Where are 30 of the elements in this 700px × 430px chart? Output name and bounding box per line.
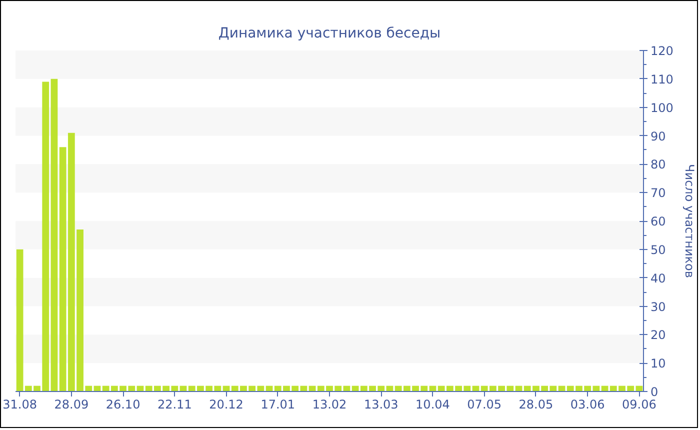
bar [16, 249, 24, 392]
y-tick-label: 120 [650, 44, 674, 58]
x-tick-label: 26.10 [106, 398, 140, 412]
y-tick-label: 10 [650, 356, 666, 371]
y-axis-title: Число участников [682, 164, 696, 278]
x-tick-label: 28.05 [518, 398, 554, 412]
y-tick-label: 50 [650, 242, 666, 257]
x-tick-label: 31.08 [2, 398, 37, 412]
y-tick-label: 60 [650, 214, 666, 228]
x-tick-label: 07.05 [467, 398, 502, 412]
x-tick-label: 13.02 [312, 398, 347, 412]
y-tick-label: 20 [650, 328, 666, 342]
y-tick-label: 100 [650, 100, 674, 115]
chart-title: Динамика участников беседы [218, 26, 441, 42]
x-tick-label: 17.01 [260, 398, 296, 412]
x-tick-label: 28.09 [54, 398, 89, 412]
x-tick-label: 03.06 [570, 398, 605, 412]
y-tick-label: 30 [650, 300, 666, 314]
x-tick-label: 20.12 [209, 398, 244, 412]
x-tick-label: 13.03 [364, 398, 398, 412]
x-tick-label: 10.04 [416, 398, 450, 412]
y-tick-label: 0 [650, 385, 658, 399]
bar [50, 78, 58, 392]
y-tick-label: 80 [650, 158, 666, 172]
y-tick-label: 110 [650, 72, 674, 86]
y-tick-label: 40 [650, 271, 666, 286]
y-tick-label: 90 [650, 129, 666, 144]
x-tick-label: 09.06 [622, 398, 656, 412]
y-tick-label: 70 [650, 186, 666, 200]
x-tick-label: 22.11 [157, 398, 192, 412]
